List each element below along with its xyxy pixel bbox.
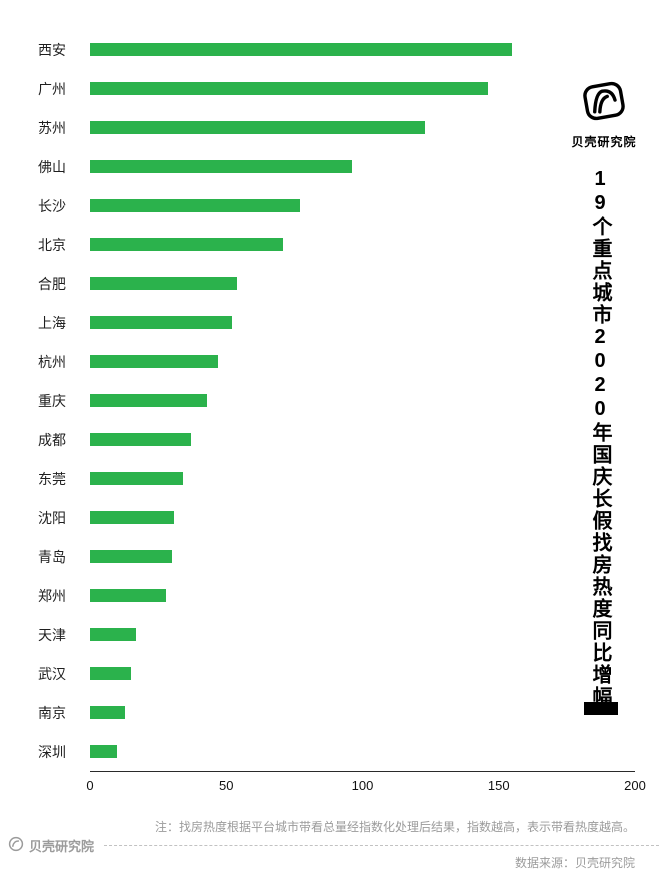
chart-row: 天津	[38, 615, 635, 654]
bar-track	[90, 121, 635, 134]
title-end-bar	[584, 702, 618, 715]
data-source: 数据来源：贝壳研究院	[514, 856, 635, 870]
chart-note: 注：找房热度根据平台城市带看总量经指数化处理后结果，指数越高，表示带看热度越高。	[154, 820, 635, 834]
bar-track	[90, 43, 635, 56]
bar-track	[90, 355, 635, 368]
heat-bar	[90, 121, 426, 134]
chart-row: 武汉	[38, 654, 635, 693]
heat-bar	[90, 433, 191, 446]
heat-bar	[90, 394, 208, 407]
city-label: 深圳	[38, 743, 66, 760]
city-label: 佛山	[38, 158, 66, 175]
city-label: 郑州	[38, 587, 66, 604]
chart-row: 广州	[38, 69, 635, 108]
bar-track	[90, 667, 635, 680]
chart-row: 苏州	[38, 108, 635, 147]
heat-bar	[90, 550, 172, 563]
bar-track	[90, 511, 635, 524]
footer-logo: 贝壳研究院	[8, 836, 94, 855]
chart-row: 东莞	[38, 459, 635, 498]
bar-track	[90, 199, 635, 212]
chart-row: 杭州	[38, 342, 635, 381]
bar-track	[90, 82, 635, 95]
chart-row: 沈阳	[38, 498, 635, 537]
heat-bar	[90, 511, 175, 524]
chart-row: 长沙	[38, 186, 635, 225]
heat-bar	[90, 355, 219, 368]
x-tick-label: 0	[86, 778, 94, 793]
chart-row: 南京	[38, 693, 635, 732]
bar-track	[90, 628, 635, 641]
heat-bar	[90, 82, 488, 95]
beike-shell-icon	[581, 81, 627, 128]
heat-bar	[90, 316, 232, 329]
chart-row: 佛山	[38, 147, 635, 186]
x-tick-label: 200	[624, 778, 646, 793]
city-label: 天津	[38, 626, 66, 643]
city-label: 广州	[38, 80, 66, 97]
heat-bar	[90, 628, 137, 641]
city-label: 重庆	[38, 392, 66, 409]
chart-row: 成都	[38, 420, 635, 459]
x-tick-label: 50	[219, 778, 234, 793]
dashed-divider	[104, 845, 659, 846]
bar-track	[90, 277, 635, 290]
chart-row: 西安	[38, 30, 635, 69]
heat-bar	[90, 199, 300, 212]
heat-bar	[90, 238, 284, 251]
city-label: 长沙	[38, 197, 66, 214]
heat-bar	[90, 745, 118, 758]
heat-bar	[90, 43, 513, 56]
chart-row: 合肥	[38, 264, 635, 303]
city-label: 成都	[38, 431, 66, 448]
city-label: 苏州	[38, 119, 66, 136]
bar-track	[90, 706, 635, 719]
x-tick-label: 150	[487, 778, 510, 793]
heat-bar	[90, 160, 352, 173]
beike-brand: 贝壳研究院	[568, 78, 640, 150]
city-label: 北京	[38, 236, 66, 253]
city-label: 杭州	[38, 353, 66, 370]
city-label: 西安	[38, 41, 66, 58]
x-tick-label: 100	[351, 778, 374, 793]
chart-row: 上海	[38, 303, 635, 342]
bar-track	[90, 316, 635, 329]
chart-row: 深圳	[38, 732, 635, 771]
footer-band: 贝壳研究院	[8, 836, 659, 855]
x-axis: 0 50 100 150 200	[86, 778, 645, 798]
bar-chart: 西安广州苏州佛山长沙北京合肥上海杭州重庆成都东莞沈阳青岛郑州天津武汉南京深圳	[38, 30, 635, 771]
city-label: 武汉	[38, 665, 66, 682]
x-axis-line	[90, 771, 635, 772]
heat-bar	[90, 706, 126, 719]
city-label: 上海	[38, 314, 66, 331]
city-label: 合肥	[38, 275, 66, 292]
city-label: 青岛	[38, 548, 66, 565]
heat-bar	[90, 277, 238, 290]
bar-track	[90, 550, 635, 563]
heat-bar	[90, 589, 167, 602]
beike-footer-icon	[8, 836, 24, 855]
chart-row: 重庆	[38, 381, 635, 420]
bar-track	[90, 394, 635, 407]
city-label: 东莞	[38, 470, 66, 487]
bar-track	[90, 589, 635, 602]
bar-track	[90, 472, 635, 485]
chart-title: 19个重点城市2020年国庆长假找房热度同比增幅	[589, 168, 611, 708]
bar-track	[90, 238, 635, 251]
chart-row: 青岛	[38, 537, 635, 576]
city-label: 沈阳	[38, 509, 66, 526]
heat-bar	[90, 667, 131, 680]
chart-row: 郑州	[38, 576, 635, 615]
chart-row: 北京	[38, 225, 635, 264]
bar-track	[90, 433, 635, 446]
brand-label: 贝壳研究院	[571, 135, 637, 149]
footer-logo-label: 贝壳研究院	[29, 839, 95, 854]
bar-track	[90, 160, 635, 173]
bar-track	[90, 745, 635, 758]
city-label: 南京	[38, 704, 66, 721]
heat-bar	[90, 472, 183, 485]
